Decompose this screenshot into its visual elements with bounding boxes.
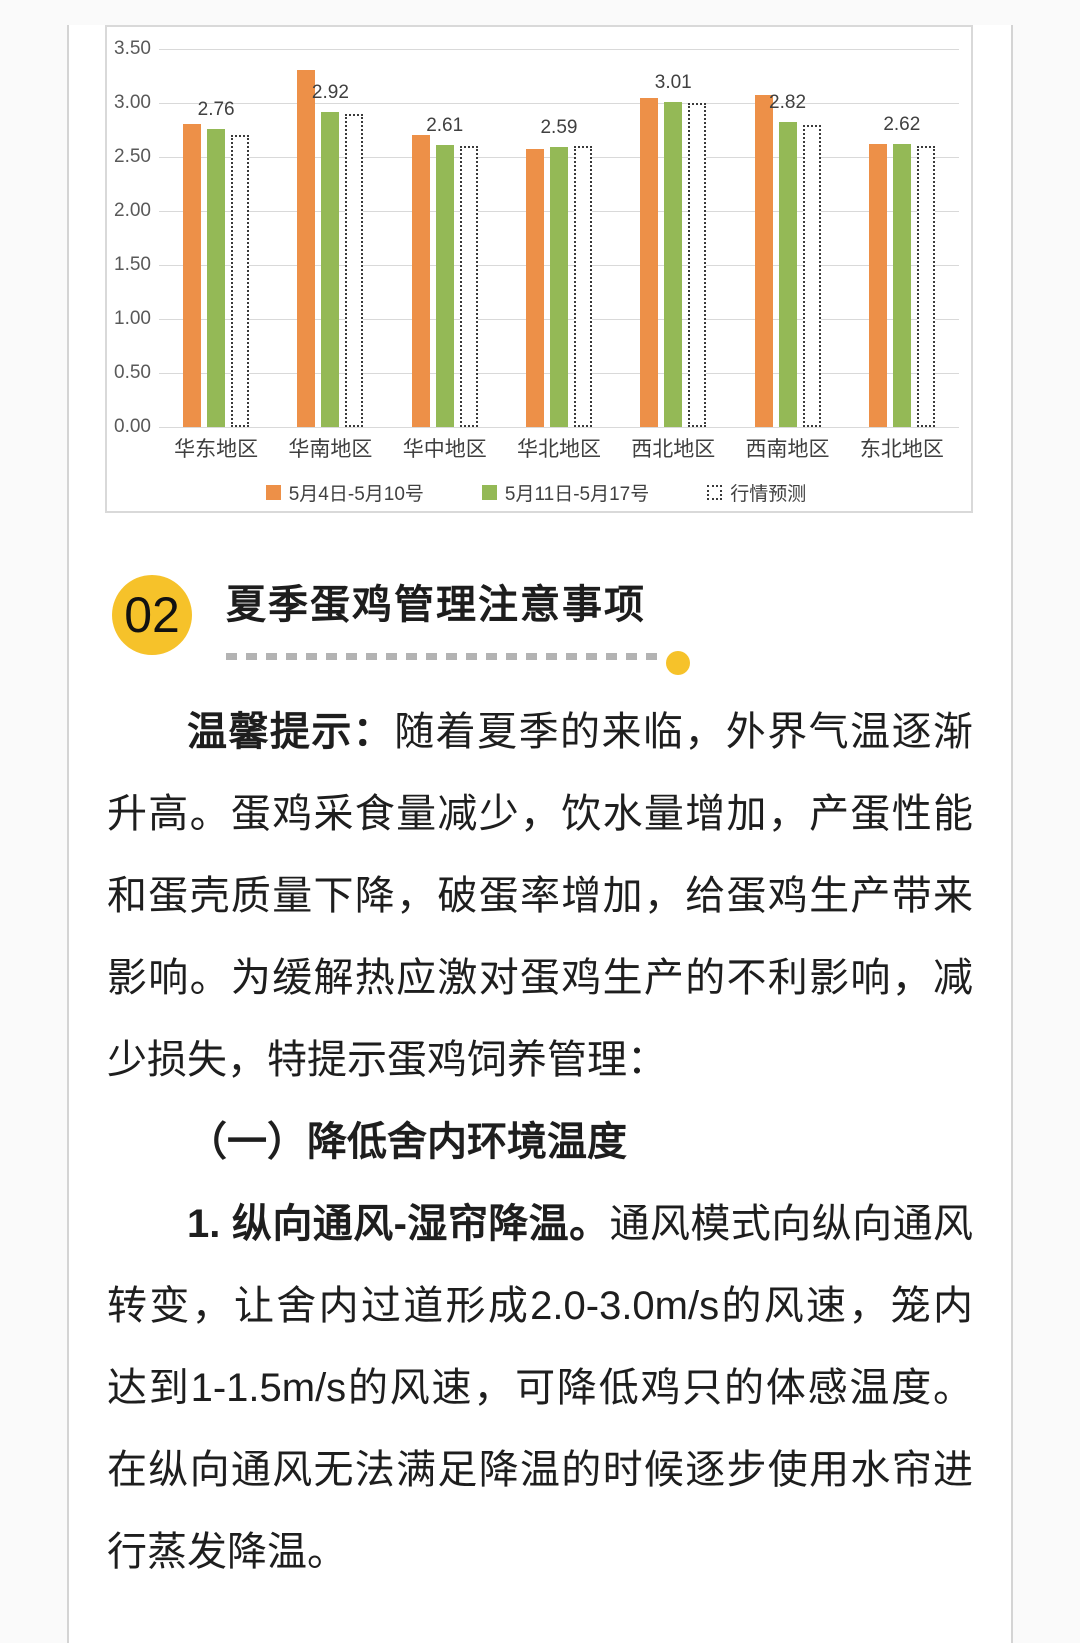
bar-group: 2.76 xyxy=(159,49,273,427)
x-category-label: 华南地区 xyxy=(288,438,373,461)
x-category-label: 东北地区 xyxy=(859,438,944,461)
section-title-wrap: 夏季蛋鸡管理注意事项 xyxy=(226,575,690,675)
legend-swatch-icon xyxy=(707,485,723,500)
bar-group: 2.92 xyxy=(273,49,387,427)
bars-row: 2.76 2.92 2.61 2.59 3.01 2.82 2.62 xyxy=(159,49,959,427)
gridline xyxy=(159,427,959,428)
bar-week1 xyxy=(183,124,202,427)
gridline xyxy=(159,103,959,104)
x-category-label: 华北地区 xyxy=(516,438,601,461)
bar-forecast xyxy=(231,135,250,427)
bar-week1 xyxy=(525,149,544,427)
bar-value-label: 3.01 xyxy=(654,72,692,93)
bar-value-label: 2.61 xyxy=(426,115,464,136)
bar-week2 xyxy=(778,122,797,427)
y-tick-label: 1.50 xyxy=(114,254,151,275)
bar-group: 3.01 xyxy=(616,49,730,427)
y-tick-label: 2.50 xyxy=(114,146,151,167)
paragraph-tips-lead: 温馨提示： xyxy=(187,710,395,754)
bar-group: 2.62 xyxy=(845,49,959,427)
bar-week1 xyxy=(640,98,659,427)
egg-price-bar-chart: 3.50 3.00 2.50 2.00 1.50 1.00 0.50 0.00 2.76 2.9… xyxy=(105,25,973,513)
chart-y-axis: 3.50 3.00 2.50 2.00 1.50 1.00 0.50 0.00 xyxy=(107,27,159,437)
paragraph-tips: 温馨提示：随着夏季的来临，外界气温逐渐升高。蛋鸡采食量减少，饮水量增加，产蛋性能… xyxy=(107,691,973,1101)
bar-forecast xyxy=(573,146,592,427)
legend-item: 5月11日-5月17号 xyxy=(481,479,650,506)
bar-group: 2.61 xyxy=(388,49,502,427)
x-category-label: 华中地区 xyxy=(402,438,487,461)
bar-value-label: 2.59 xyxy=(540,117,578,138)
bar-group: 2.82 xyxy=(730,49,844,427)
x-category-label: 西北地区 xyxy=(631,438,716,461)
paragraph-ventilation-text: 通风模式向纵向通风转变，让舍内过道形成2.0-3.0m/s的风速，笼内达到1-1… xyxy=(107,1202,974,1574)
bar-week2 xyxy=(321,112,340,427)
y-tick-label: 3.50 xyxy=(114,38,151,59)
section-number: 02 xyxy=(124,587,180,643)
legend-label: 5月4日-5月10号 xyxy=(288,484,424,505)
section-title: 夏季蛋鸡管理注意事项 xyxy=(226,583,646,627)
dashed-underline xyxy=(226,652,664,660)
paragraph-ventilation-lead: 1. 纵向通风-湿帘降温。 xyxy=(187,1202,610,1246)
bar-forecast xyxy=(345,114,364,427)
article-body: 温馨提示：随着夏季的来临，外界气温逐渐升高。蛋鸡采食量减少，饮水量增加，产蛋性能… xyxy=(69,675,1011,1593)
x-category-label: 华东地区 xyxy=(174,438,259,461)
bar-week2 xyxy=(207,129,226,427)
y-tick-label: 0.50 xyxy=(114,362,151,383)
section-underline-row xyxy=(226,637,690,675)
bar-value-label: 2.92 xyxy=(311,82,349,103)
legend-label: 5月11日-5月17号 xyxy=(504,484,650,505)
bar-week2 xyxy=(664,102,683,427)
legend-swatch-icon xyxy=(481,485,497,500)
bar-value-label: 2.82 xyxy=(769,92,807,113)
paragraph-ventilation: 1. 纵向通风-湿帘降温。通风模式向纵向通风转变，让舍内过道形成2.0-3.0m… xyxy=(107,1183,973,1593)
legend-swatch-icon xyxy=(265,485,281,500)
chart-x-axis: 华东地区 华南地区 华中地区 华北地区 西北地区 西南地区 东北地区 xyxy=(159,427,959,463)
bar-week1 xyxy=(868,144,887,427)
bar-week1 xyxy=(411,135,430,427)
y-tick-label: 0.00 xyxy=(114,416,151,437)
section-header: 02 夏季蛋鸡管理注意事项 xyxy=(112,575,1011,675)
bar-group: 2.59 xyxy=(502,49,616,427)
bar-week1 xyxy=(297,70,316,427)
article-card: 3.50 3.00 2.50 2.00 1.50 1.00 0.50 0.00 2.76 2.9… xyxy=(67,25,1013,1643)
bar-week2 xyxy=(892,144,911,427)
y-tick-label: 2.00 xyxy=(114,200,151,221)
subsection-heading: （一）降低舍内环境温度 xyxy=(187,1120,627,1164)
paragraph-tips-text: 随着夏季的来临，外界气温逐渐升高。蛋鸡采食量减少，饮水量增加，产蛋性能和蛋壳质量… xyxy=(107,710,974,1082)
legend-label: 行情预测 xyxy=(730,484,807,505)
bar-forecast xyxy=(916,146,935,427)
y-tick-label: 3.00 xyxy=(114,92,151,113)
chart-plot-area: 2.76 2.92 2.61 2.59 3.01 2.82 2.62 xyxy=(159,27,959,428)
bar-value-label: 2.76 xyxy=(197,99,235,120)
bar-week1 xyxy=(754,95,773,427)
chart-body: 3.50 3.00 2.50 2.00 1.50 1.00 0.50 0.00 2.76 2.9… xyxy=(107,27,965,437)
section-number-badge: 02 xyxy=(112,575,192,655)
bar-forecast xyxy=(459,146,478,427)
legend-item: 行情预测 xyxy=(707,479,806,506)
chart-legend: 5月4日-5月10号 5月11日-5月17号 行情预测 xyxy=(107,479,965,506)
legend-item: 5月4日-5月10号 xyxy=(265,479,424,506)
y-tick-label: 1.00 xyxy=(114,308,151,329)
yellow-dot-icon xyxy=(666,651,690,675)
bar-week2 xyxy=(435,145,454,427)
x-category-label: 西南地区 xyxy=(745,438,830,461)
bar-value-label: 2.62 xyxy=(883,114,921,135)
gridline xyxy=(159,49,959,50)
bar-forecast xyxy=(688,103,707,427)
bar-week2 xyxy=(549,147,568,427)
bar-forecast xyxy=(802,125,821,427)
